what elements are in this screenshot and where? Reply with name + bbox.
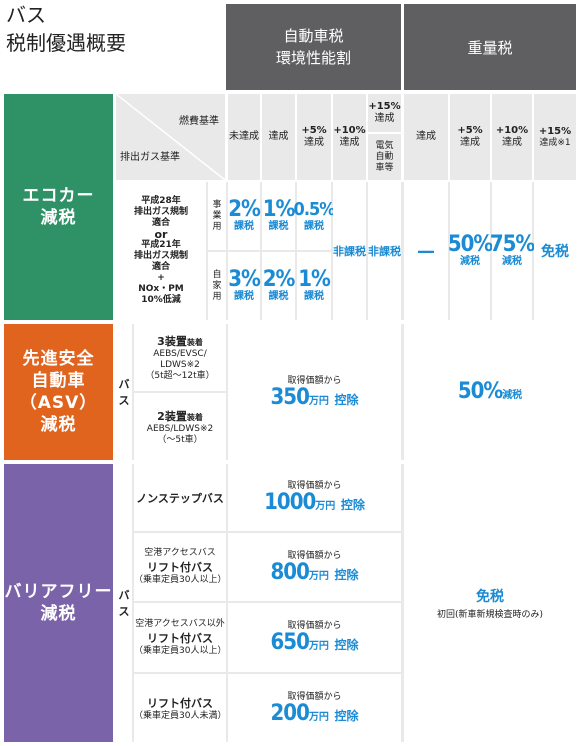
title-line2: 税制優遇概要 [6, 31, 126, 55]
emission-standard-label: 排出ガス基準 [120, 152, 180, 163]
col-header-plus15: +15% 達成 [368, 94, 401, 132]
diagonal-line [116, 94, 225, 180]
asv-label: 先進安全 自動車 （ASV） 減税 [4, 324, 113, 460]
asv-auto-deduction: 取得価額から 350万円 控除 [228, 324, 401, 460]
col-header-plus10: +10% 達成 [333, 94, 366, 180]
business-plus5-value: 0.5% 課税 [294, 182, 335, 250]
title-line1: バス [6, 3, 46, 27]
header-auto-tax: 自動車税 環境性能割 [226, 4, 401, 90]
private-unmet-value: 3% 課税 [228, 252, 261, 320]
private-met-value: 2% 課税 [262, 252, 295, 320]
business-unmet-value: 2% 課税 [228, 182, 261, 250]
bf-bus-label: バス [116, 464, 132, 742]
bf-row-airport-lift: 空港アクセスバス リフト付バス （乗車定員30人以上） [134, 533, 226, 601]
weight-plus15-value: 免税 [534, 182, 576, 320]
col-header-unmet: 未達成 [228, 94, 260, 180]
private-plus5-value: 1% 課税 [297, 252, 331, 320]
col-header-electric: 電気自動車等 [368, 134, 401, 180]
asv-2-devices: 2装置装着 AEBS/LDWS※2 （～5t車） [134, 393, 226, 460]
page-title: バス 税制優遇概要 [6, 2, 206, 58]
bf-deduct-nonairport-lift: 取得価額から 650万円 控除 [228, 603, 401, 672]
weight-met-value: — [404, 182, 448, 320]
auto-tax-label: 自動車税 [283, 27, 344, 45]
bf-row-nonstep: ノンステップバス [134, 464, 226, 531]
business-met-value: 1% 課税 [262, 182, 295, 250]
weight-plus10-value: 75% 減税 [490, 182, 535, 320]
wcol-header-met: 達成 [404, 94, 448, 180]
asv-3-devices: 3装置装着 AEBS/EVSC/ LDWS※2 （5t超～12t車） [134, 324, 226, 391]
asv-weight-value: 50%減税 [404, 324, 576, 460]
weight-plus5-value: 50% 減税 [448, 182, 493, 320]
eco-criteria: 平成28年 排出ガス規制 適合 or 平成21年 排出ガス規制 適合 + NOx・PM 10… [116, 182, 206, 320]
header-weight-tax: 重量税 [404, 4, 576, 90]
bf-label: バリアフリー 減税 [4, 464, 113, 742]
bf-deduct-nonstep: 取得価額から 1000万円 控除 [228, 464, 401, 531]
wcol-header-plus15: +15% 達成※1 [534, 94, 576, 180]
wcol-header-plus5: +5% 達成 [450, 94, 490, 180]
bf-deduct-airport-lift: 取得価額から 800万円 控除 [228, 533, 401, 601]
fuel-standard-label: 燃費基準 [179, 116, 219, 127]
plus10-non-tax: 非課税 [333, 182, 366, 320]
business-use-label: 事業用 [208, 182, 226, 250]
asv-bus-label: バス [116, 324, 132, 460]
col-header-plus5: +5% 達成 [297, 94, 331, 180]
auto-tax-sub: 環境性能割 [275, 49, 351, 67]
col-header-met: 達成 [262, 94, 295, 180]
electric-non-tax: 非課税 [368, 182, 401, 320]
bf-row-nonairport-lift: 空港アクセスバス以外 リフト付バス （乗車定員30人以上） [134, 603, 226, 672]
criteria-header-cell: 燃費基準 排出ガス基準 [116, 94, 225, 180]
eco-label: エコカー 減税 [4, 94, 113, 320]
weight-tax-label: 重量税 [467, 38, 513, 57]
bf-weight-free: 免税 初回(新車新規検査時のみ) [404, 464, 576, 742]
private-use-label: 自家用 [208, 252, 226, 320]
bf-deduct-small-lift: 取得価額から 200万円 控除 [228, 674, 401, 742]
wcol-header-plus10: +10% 達成 [492, 94, 532, 180]
bf-row-small-lift: リフト付バス （乗車定員30人未満） [134, 674, 226, 742]
